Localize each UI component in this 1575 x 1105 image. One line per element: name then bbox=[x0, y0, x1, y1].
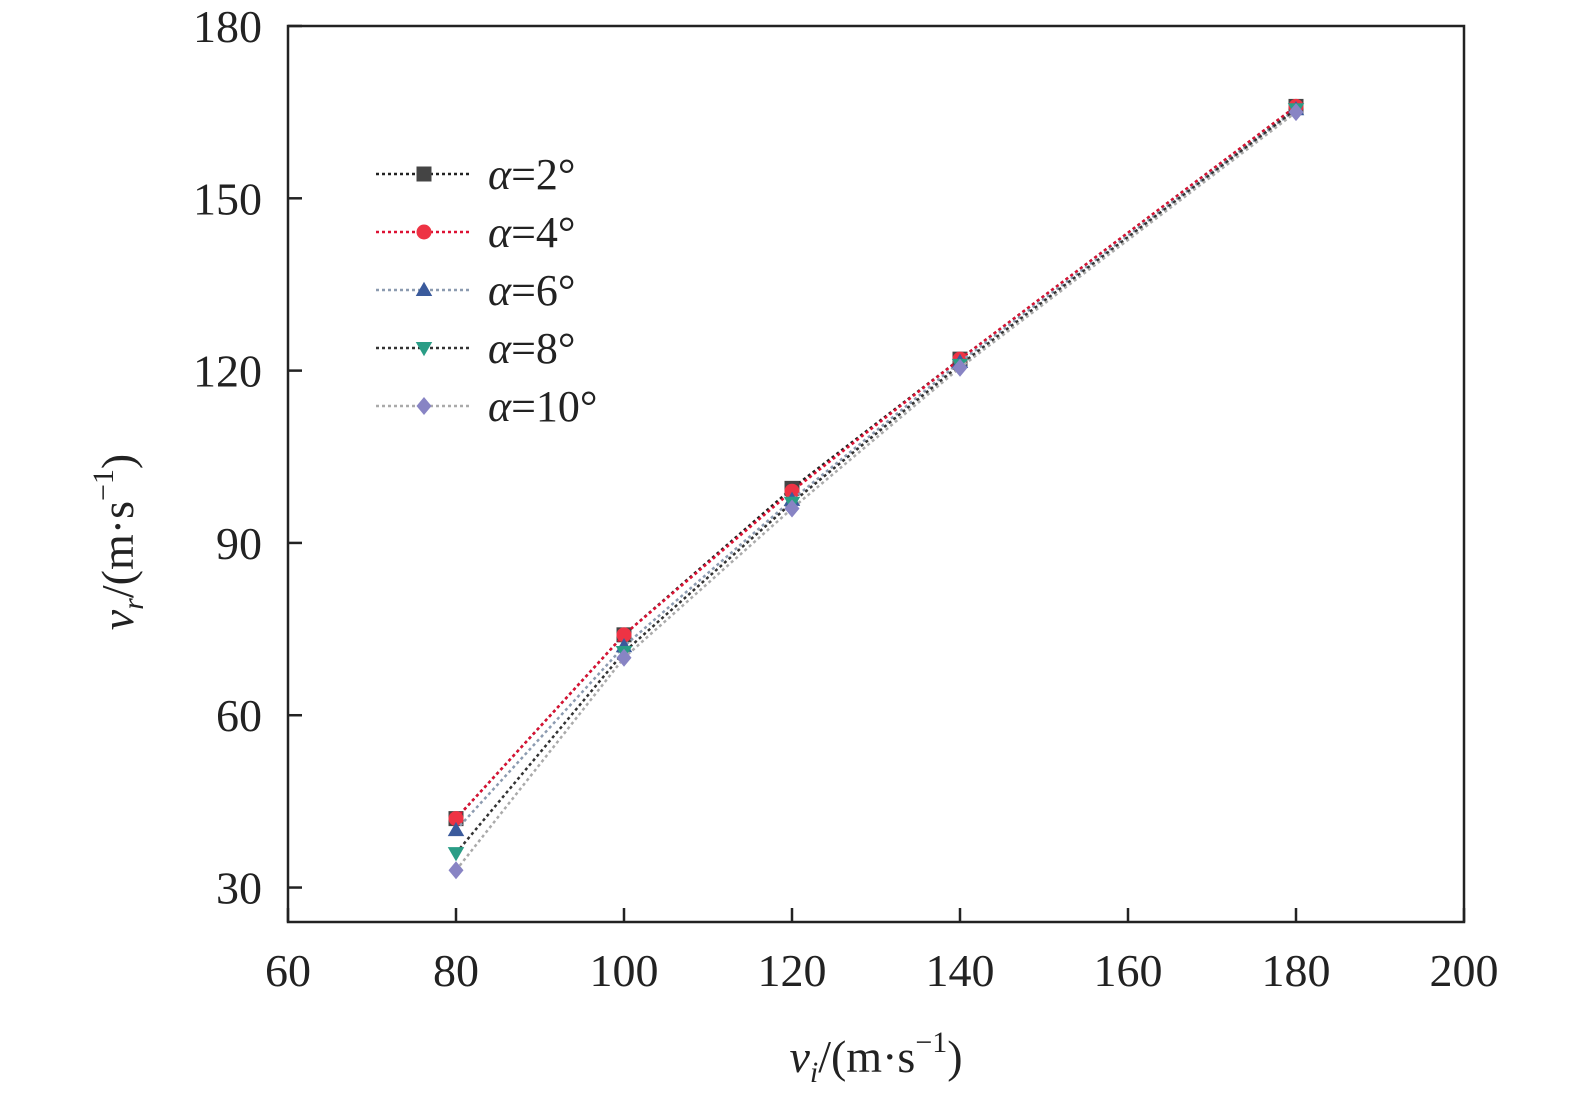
plot-frame bbox=[286, 24, 1466, 924]
series-3 bbox=[447, 101, 1305, 837]
x-axis-unit: /(m·s bbox=[818, 1031, 915, 1082]
legend-label: α=8° bbox=[488, 324, 576, 373]
x-tick-label: 80 bbox=[433, 945, 479, 996]
x-tick-label: 200 bbox=[1430, 945, 1499, 996]
legend-symbol: α bbox=[488, 324, 512, 373]
y-tick-label: 180 bbox=[193, 1, 262, 52]
legend-value: =2° bbox=[511, 150, 575, 199]
series-layer bbox=[447, 98, 1305, 880]
y-axis-unit-exp: −1 bbox=[87, 469, 120, 501]
y-axis-title: vr/(m·s−1) bbox=[87, 454, 150, 630]
x-tick-label: 180 bbox=[1262, 945, 1331, 996]
y-tick-label: 90 bbox=[216, 518, 262, 569]
x-tick-label: 100 bbox=[590, 945, 659, 996]
x-axis-unit-close: ) bbox=[947, 1031, 962, 1082]
data-point bbox=[448, 811, 464, 827]
legend-value: =6° bbox=[511, 266, 575, 315]
y-tick-label: 60 bbox=[216, 690, 262, 741]
legend-marker bbox=[416, 166, 432, 182]
x-tick-label: 60 bbox=[265, 945, 311, 996]
data-point bbox=[952, 358, 968, 377]
y-axis-var: v bbox=[92, 609, 143, 630]
y-axis-unit: /(m·s bbox=[92, 501, 143, 598]
series-line bbox=[455, 105, 1297, 820]
legend-item: α=8° bbox=[376, 324, 576, 373]
y-axis-unit-close: ) bbox=[92, 454, 143, 469]
legend-symbol: α bbox=[488, 150, 512, 199]
y-tick-label: 120 bbox=[193, 346, 262, 397]
legend-item: α=6° bbox=[376, 266, 576, 315]
legend-label: α=4° bbox=[488, 208, 576, 257]
data-point bbox=[616, 648, 632, 667]
legend-value: =8° bbox=[511, 324, 575, 373]
legend-marker bbox=[416, 224, 432, 240]
legend-marker bbox=[415, 281, 433, 296]
y-tick-label: 30 bbox=[216, 863, 262, 914]
legend-label: α=10° bbox=[488, 382, 598, 431]
legend-value: =10° bbox=[511, 382, 597, 431]
legend-symbol: α bbox=[488, 208, 512, 257]
legend-symbol: α bbox=[488, 382, 512, 431]
x-tick-label: 140 bbox=[926, 945, 995, 996]
series-line bbox=[455, 111, 1297, 872]
series-4 bbox=[447, 103, 1305, 862]
legend-marker bbox=[416, 397, 432, 415]
x-axis-ticks: 60 80 100 120 140 160 180 200 bbox=[265, 908, 1499, 996]
x-axis-unit-exp: −1 bbox=[915, 1026, 947, 1059]
legend-marker bbox=[415, 342, 433, 357]
data-point bbox=[616, 627, 632, 643]
x-axis-var: v bbox=[789, 1031, 810, 1082]
series-2 bbox=[448, 98, 1304, 827]
x-tick-label: 160 bbox=[1094, 945, 1163, 996]
y-tick-label: 150 bbox=[193, 173, 262, 224]
legend-value: =4° bbox=[511, 208, 575, 257]
series-line bbox=[455, 105, 1297, 820]
legend-item: α=2° bbox=[376, 150, 576, 199]
legend-item: α=4° bbox=[376, 208, 576, 257]
y-axis-sub: r bbox=[117, 598, 150, 610]
x-axis-sub: i bbox=[810, 1056, 818, 1089]
legend: α=2°α=4°α=6°α=8°α=10° bbox=[376, 150, 598, 431]
data-point bbox=[784, 483, 800, 499]
data-point bbox=[784, 499, 800, 518]
legend-item: α=10° bbox=[376, 382, 598, 431]
y-axis-ticks: 30 60 90 120 150 180 bbox=[193, 1, 302, 914]
series-5 bbox=[448, 103, 1304, 880]
data-point bbox=[448, 861, 464, 880]
series-line bbox=[455, 108, 1297, 854]
data-point bbox=[1288, 103, 1304, 122]
series-1 bbox=[448, 98, 1304, 827]
legend-label: α=2° bbox=[488, 150, 576, 199]
x-axis-title: vi/(m·s−1) bbox=[789, 1026, 962, 1089]
data-point bbox=[447, 821, 465, 837]
data-point bbox=[447, 847, 465, 862]
legend-symbol: α bbox=[488, 266, 512, 315]
x-tick-label: 120 bbox=[758, 945, 827, 996]
legend-label: α=6° bbox=[488, 266, 576, 315]
series-line bbox=[455, 108, 1297, 831]
